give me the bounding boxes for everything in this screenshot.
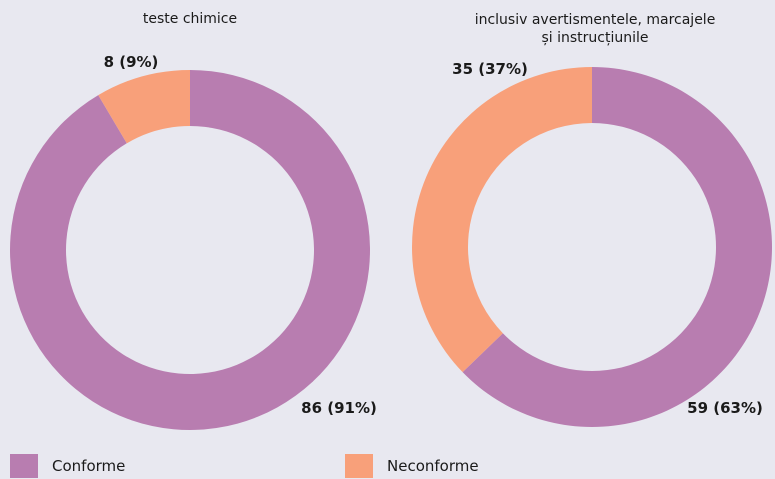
donut-2-slice-neconforme [412,67,592,373]
chart-2-conforme-label: 59 (63%) [687,399,763,417]
chart-2-subtitle: inclusiv avertismentele, marcajele și in… [445,11,745,47]
donut-2-slice-conforme [462,67,772,427]
donut-1-slice-neconforme [98,70,190,144]
donut-1-slice-conforme [9,70,370,430]
chart-1-conforme-label: 86 (91%) [301,399,377,417]
chart-2-subtitle-line-2: și instrucțiunile [541,30,649,46]
donut-chart-1 [9,70,370,430]
legend-label-conforme: Conforme [52,457,126,475]
legend-item-neconforme: Neconforme [345,454,479,478]
legend-swatch-neconforme [345,454,373,478]
donut-chart-2 [412,67,772,427]
chart-2-subtitle-line-1: inclusiv avertismentele, marcajele [474,12,716,28]
legend-swatch-conforme [10,454,38,478]
legend-item-conforme: Conforme [10,454,125,478]
legend-label-neconforme: Neconforme [387,457,479,475]
chart-2-neconforme-label: 35 (37%) [452,60,528,78]
chart-1-neconforme-label: 8 (9%) [104,53,159,71]
chart-1-subtitle: teste chimice [142,11,238,27]
